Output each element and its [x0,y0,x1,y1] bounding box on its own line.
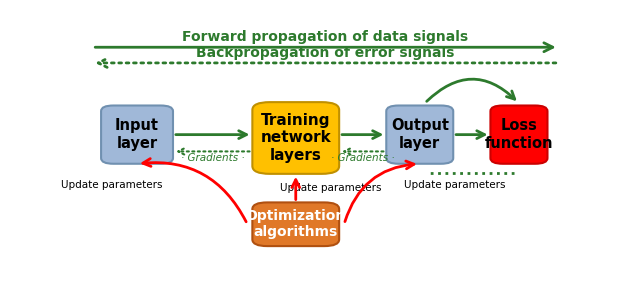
Text: Update parameters: Update parameters [280,183,381,193]
Text: Update parameters: Update parameters [404,180,505,190]
Text: Backpropagation of error signals: Backpropagation of error signals [196,46,454,60]
Text: · Gradients ·: · Gradients · [331,152,394,163]
Text: Update parameters: Update parameters [61,180,163,190]
Text: · Gradients ·: · Gradients · [181,152,244,163]
Text: Loss
function: Loss function [484,118,553,151]
Text: Output
layer: Output layer [391,118,449,151]
Text: Input
layer: Input layer [115,118,159,151]
FancyBboxPatch shape [387,106,453,164]
FancyBboxPatch shape [101,106,173,164]
FancyBboxPatch shape [252,102,339,174]
Text: Training
network
layers: Training network layers [260,113,331,163]
FancyBboxPatch shape [490,106,547,164]
FancyBboxPatch shape [252,203,339,246]
Text: Optimization
algorithms: Optimization algorithms [246,209,346,239]
Text: Forward propagation of data signals: Forward propagation of data signals [182,30,468,44]
